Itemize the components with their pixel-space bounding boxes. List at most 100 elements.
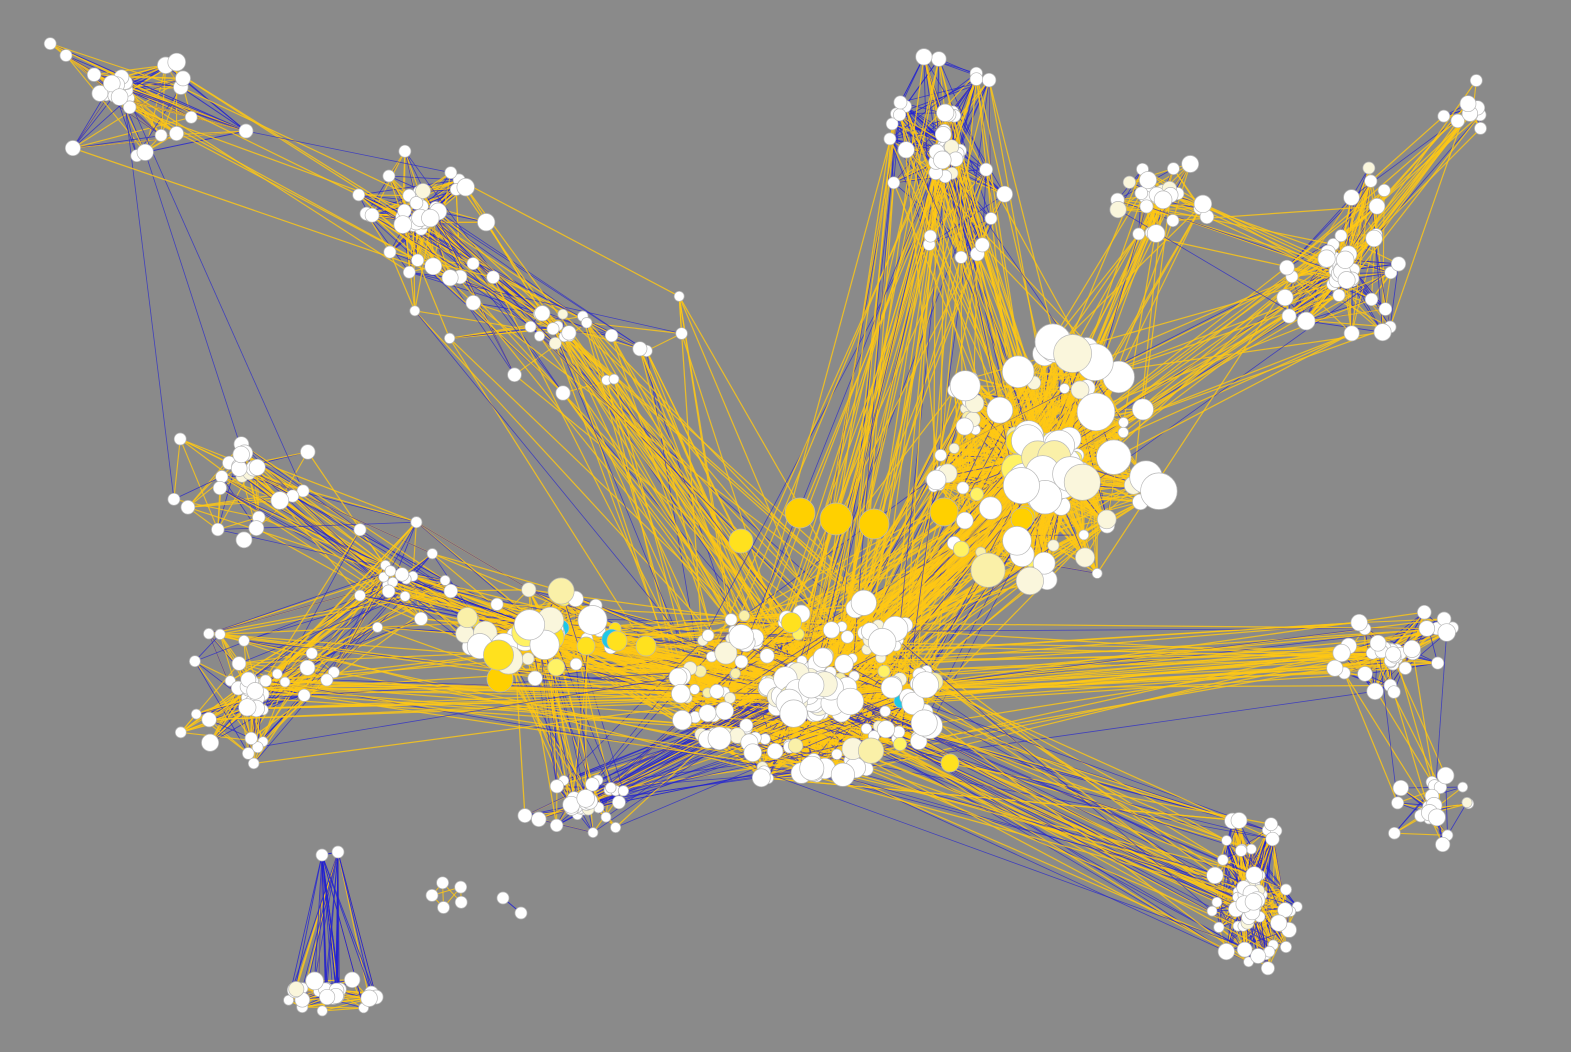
graph-node[interactable] <box>883 132 897 146</box>
graph-node[interactable] <box>949 370 981 402</box>
graph-node[interactable] <box>1280 883 1292 896</box>
graph-node[interactable] <box>382 169 396 183</box>
graph-node[interactable] <box>1132 227 1146 241</box>
graph-node[interactable] <box>788 738 804 754</box>
graph-node[interactable] <box>1270 914 1288 932</box>
graph-node[interactable] <box>91 85 109 102</box>
graph-node[interactable] <box>893 95 908 110</box>
graph-node[interactable] <box>184 110 198 124</box>
graph-node[interactable] <box>443 583 458 599</box>
graph-node[interactable] <box>331 845 345 859</box>
graph-node[interactable] <box>394 567 410 582</box>
graph-node[interactable] <box>398 144 412 158</box>
graph-node[interactable] <box>1332 288 1346 302</box>
graph-node[interactable] <box>1365 229 1383 248</box>
graph-node[interactable] <box>1402 639 1421 658</box>
graph-node[interactable] <box>344 971 361 988</box>
graph-node[interactable] <box>587 827 599 838</box>
graph-node[interactable] <box>242 747 255 760</box>
graph-node[interactable] <box>1250 948 1266 964</box>
graph-node[interactable] <box>600 811 612 823</box>
graph-node[interactable] <box>738 610 750 622</box>
graph-node[interactable] <box>893 737 907 751</box>
graph-node[interactable] <box>672 710 693 731</box>
graph-node[interactable] <box>1378 302 1393 316</box>
graph-node[interactable] <box>561 325 577 341</box>
graph-node[interactable] <box>279 676 291 688</box>
graph-node[interactable] <box>1326 659 1344 677</box>
graph-node[interactable] <box>1392 779 1409 797</box>
graph-node[interactable] <box>1146 224 1166 243</box>
graph-node[interactable] <box>122 100 137 115</box>
graph-node[interactable] <box>1279 259 1295 276</box>
graph-node[interactable] <box>212 480 227 496</box>
graph-node[interactable] <box>381 584 396 599</box>
graph-node[interactable] <box>569 657 583 671</box>
graph-node[interactable] <box>933 150 952 170</box>
graph-node[interactable] <box>743 743 762 762</box>
graph-node[interactable] <box>1437 109 1451 123</box>
graph-node[interactable] <box>1076 392 1116 432</box>
graph-node[interactable] <box>1457 781 1469 793</box>
graph-node[interactable] <box>557 308 569 320</box>
graph-node[interactable] <box>840 630 855 644</box>
graph-node[interactable] <box>238 635 250 647</box>
graph-node[interactable] <box>576 789 595 808</box>
graph-node[interactable] <box>549 818 564 833</box>
graph-node[interactable] <box>671 683 691 704</box>
graph-node[interactable] <box>465 295 482 311</box>
graph-node[interactable] <box>934 449 947 462</box>
graph-node[interactable] <box>956 481 970 495</box>
graph-node[interactable] <box>831 748 843 760</box>
graph-node[interactable] <box>1398 661 1412 675</box>
graph-node[interactable] <box>425 889 439 902</box>
graph-node[interactable] <box>1131 398 1154 421</box>
graph-node[interactable] <box>305 647 318 660</box>
graph-node[interactable] <box>1096 439 1132 475</box>
graph-node[interactable] <box>689 684 701 695</box>
graph-node[interactable] <box>414 611 428 626</box>
graph-node-highlighted[interactable] <box>606 630 628 652</box>
graph-node[interactable] <box>912 671 939 699</box>
graph-node[interactable] <box>546 322 560 336</box>
graph-node[interactable] <box>1337 271 1356 290</box>
graph-node[interactable] <box>466 257 480 271</box>
graph-node[interactable] <box>1459 95 1477 113</box>
graph-node[interactable] <box>1334 229 1348 243</box>
graph-node[interactable] <box>483 639 514 671</box>
graph-node[interactable] <box>270 491 290 510</box>
graph-node[interactable] <box>167 492 181 506</box>
graph-node[interactable] <box>1296 311 1316 331</box>
graph-node[interactable] <box>439 575 451 586</box>
graph-node[interactable] <box>1332 643 1351 663</box>
graph-node[interactable] <box>201 733 220 752</box>
graph-node[interactable] <box>1235 844 1248 857</box>
graph-node[interactable] <box>190 708 202 720</box>
graph-node[interactable] <box>415 183 431 199</box>
graph-node[interactable] <box>934 126 952 143</box>
graph-node[interactable] <box>780 612 802 634</box>
graph-node[interactable] <box>437 901 450 914</box>
graph-node[interactable] <box>1134 186 1149 200</box>
graph-node[interactable] <box>1450 113 1465 129</box>
graph-node[interactable] <box>724 613 738 626</box>
graph-node[interactable] <box>383 245 397 259</box>
graph-node[interactable] <box>232 445 250 464</box>
graph-node[interactable] <box>1418 620 1436 637</box>
graph-node[interactable] <box>1078 529 1090 541</box>
graph-node[interactable] <box>1373 323 1392 342</box>
graph-node[interactable] <box>604 328 619 343</box>
graph-node[interactable] <box>1260 961 1275 976</box>
graph-node[interactable] <box>180 500 196 515</box>
graph-node[interactable] <box>1002 467 1040 505</box>
graph-node[interactable] <box>1075 547 1095 568</box>
graph-node[interactable] <box>1053 334 1092 373</box>
graph-node[interactable] <box>701 629 715 642</box>
graph-node[interactable] <box>1002 526 1032 556</box>
graph-node[interactable] <box>1221 835 1232 846</box>
graph-node[interactable] <box>372 621 383 633</box>
graph-node[interactable] <box>885 117 899 131</box>
graph-node[interactable] <box>981 72 997 88</box>
graph-node[interactable] <box>1474 122 1487 135</box>
graph-node[interactable] <box>910 709 938 737</box>
